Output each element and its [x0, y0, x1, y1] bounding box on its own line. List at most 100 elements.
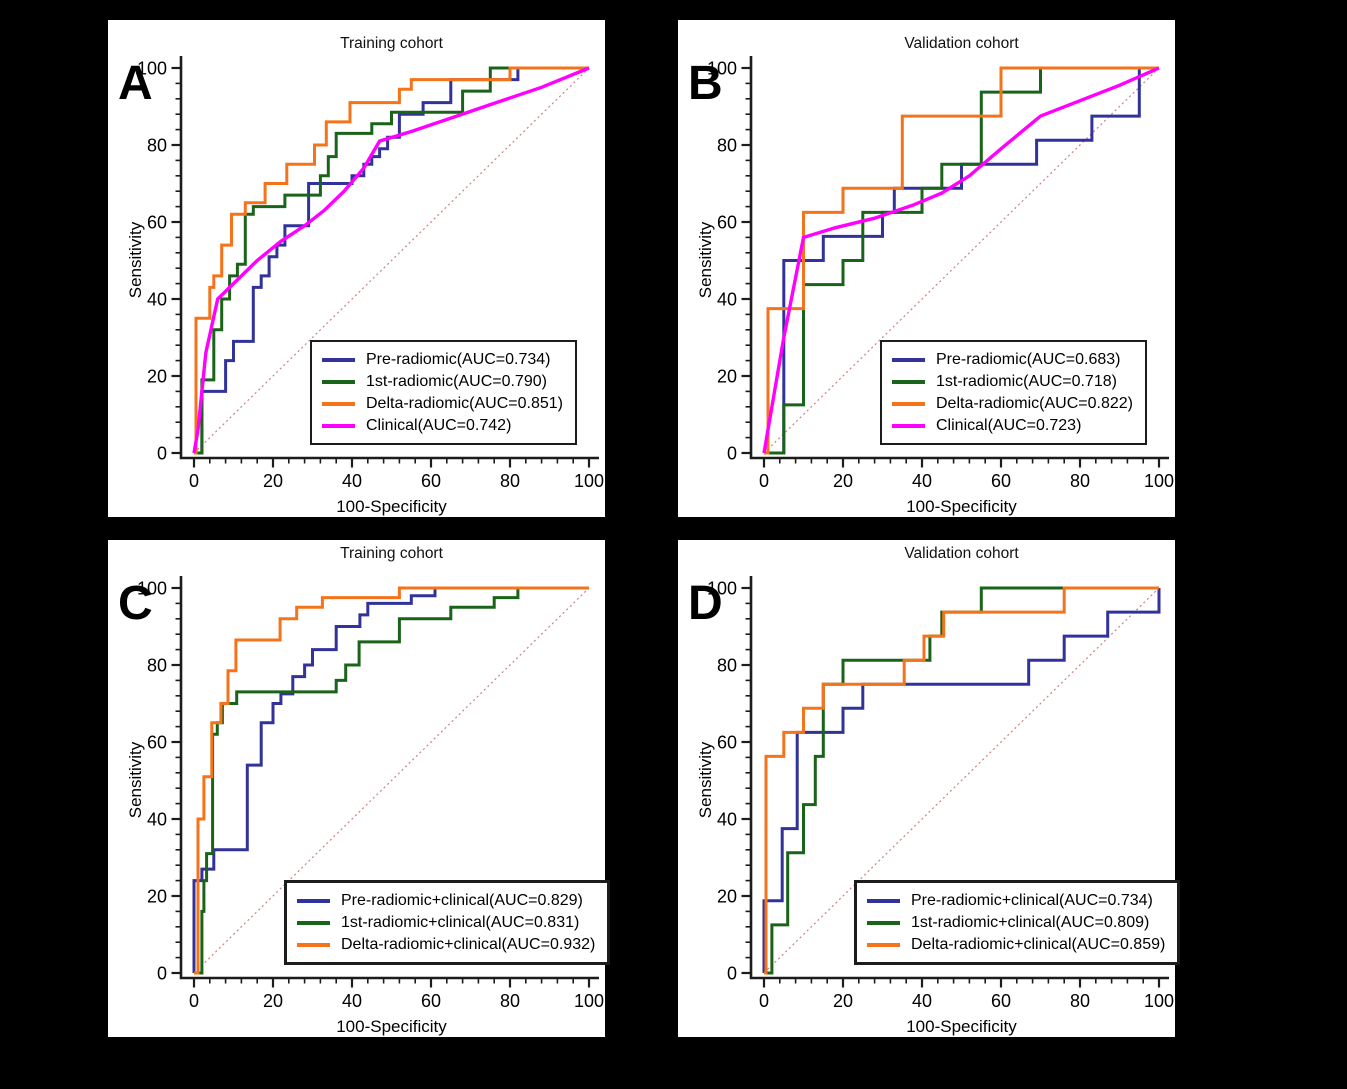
legend-item-label: 1st-radiomic+clinical(AUC=0.809) — [911, 913, 1150, 931]
panel-training-radiomic: A Training cohort Sensitivity 0 0 20 20 40 40… — [108, 20, 605, 517]
y-tick-label: 20 — [717, 887, 737, 907]
y-tick-label: 0 — [157, 444, 167, 464]
axis-lines — [179, 56, 599, 460]
x-tick-label: 80 — [1070, 471, 1090, 491]
roc-plot: 0 0 20 20 40 40 60 60 80 80 100 100 — [707, 576, 1174, 1011]
panel-title: Training cohort — [340, 35, 443, 52]
x-tick-label: 0 — [189, 991, 199, 1011]
panel-title: Validation cohort — [904, 35, 1019, 52]
legend-swatch — [892, 379, 925, 384]
legend-item-label: Pre-radiomic+clinical(AUC=0.829) — [341, 891, 583, 909]
legend-item: 1st-radiomic(AUC=0.790) — [322, 371, 563, 392]
y-tick-label: 40 — [717, 810, 737, 830]
x-tick-label: 60 — [421, 991, 441, 1011]
panel-validation-radiomic: B Validation cohort Sensitivity 0 0 20 20 40… — [678, 20, 1175, 517]
diagonal-reference-line — [763, 587, 1160, 974]
y-tick-label: 60 — [717, 213, 737, 233]
y-tick-label: 0 — [727, 444, 737, 464]
x-tick-label: 60 — [991, 991, 1011, 1011]
legend-item: Pre-radiomic(AUC=0.734) — [322, 349, 563, 370]
legend-swatch — [297, 920, 330, 925]
legend-item: Delta-radiomic+clinical(AUC=0.859) — [867, 934, 1165, 955]
axis-lines — [749, 576, 1169, 980]
legend-item-label: Pre-radiomic(AUC=0.734) — [366, 350, 551, 368]
legend-item: Clinical(AUC=0.742) — [322, 415, 563, 436]
axis-lines — [749, 56, 1169, 460]
legend-item-label: 1st-radiomic(AUC=0.718) — [936, 372, 1117, 390]
x-tick-label: 80 — [500, 471, 520, 491]
roc-curve — [194, 66, 589, 455]
panel-label: D — [688, 577, 723, 630]
y-tick-label: 40 — [717, 290, 737, 310]
y-tick-label: 40 — [147, 290, 167, 310]
x-tick-label: 100 — [1144, 471, 1174, 491]
roc-curve — [194, 586, 589, 975]
y-tick-label: 20 — [147, 367, 167, 387]
legend: Pre-radiomic(AUC=0.734) 1st-radiomic(AUC=… — [310, 340, 577, 445]
legend-item-label: Pre-radiomic+clinical(AUC=0.734) — [911, 891, 1153, 909]
x-tick-label: 100 — [1144, 991, 1174, 1011]
x-axis-title: 100-Specificity — [906, 1017, 1017, 1036]
roc-curve — [764, 586, 1159, 975]
y-tick-label: 60 — [147, 733, 167, 753]
x-axis-title: 100-Specificity — [336, 1017, 447, 1036]
legend: Pre-radiomic(AUC=0.683) 1st-radiomic(AUC=… — [880, 340, 1147, 445]
y-tick-label: 60 — [717, 733, 737, 753]
x-tick-label: 20 — [263, 991, 283, 1011]
x-axis-title: 100-Specificity — [336, 497, 447, 516]
x-tick-label: 80 — [500, 991, 520, 1011]
legend-swatch — [867, 942, 900, 947]
y-tick-label: 80 — [717, 656, 737, 676]
diagonal-reference-line — [763, 67, 1160, 454]
legend-item-label: Delta-radiomic(AUC=0.851) — [366, 394, 563, 412]
diagonal-reference-line — [193, 67, 590, 454]
roc-curve — [762, 66, 1160, 454]
legend-swatch — [297, 898, 330, 903]
legend-item-label: Delta-radiomic+clinical(AUC=0.859) — [911, 935, 1166, 953]
legend-swatch — [892, 401, 925, 406]
legend-swatch — [322, 357, 355, 362]
roc-curve — [762, 588, 1161, 973]
roc-curve — [194, 66, 589, 455]
legend-swatch — [322, 379, 355, 384]
legend-item: 1st-radiomic+clinical(AUC=0.831) — [297, 912, 595, 933]
axis-lines — [179, 576, 599, 980]
panel-label: B — [688, 57, 723, 110]
panel-training-combined: C Training cohort Sensitivity 0 0 20 20 40 40… — [108, 540, 611, 1037]
panel-label: A — [118, 57, 153, 110]
y-tick-label: 100 — [707, 59, 737, 79]
legend-item: 1st-radiomic(AUC=0.718) — [892, 371, 1133, 392]
x-tick-label: 0 — [759, 471, 769, 491]
x-tick-label: 40 — [912, 471, 932, 491]
legend-item: Clinical(AUC=0.723) — [892, 415, 1133, 436]
roc-curve — [194, 586, 589, 975]
panel-title: Training cohort — [340, 545, 443, 562]
y-tick-label: 20 — [147, 887, 167, 907]
y-tick-label: 80 — [147, 136, 167, 156]
legend-item: Pre-radiomic(AUC=0.683) — [892, 349, 1133, 370]
y-tick-label: 100 — [707, 579, 737, 599]
y-tick-label: 0 — [727, 964, 737, 984]
y-tick-label: 100 — [137, 59, 167, 79]
legend-item: Pre-radiomic+clinical(AUC=0.829) — [297, 890, 595, 911]
x-tick-label: 100 — [574, 471, 604, 491]
y-tick-label: 40 — [147, 810, 167, 830]
y-tick-label: 80 — [717, 136, 737, 156]
roc-curve — [192, 66, 590, 454]
x-tick-label: 0 — [189, 471, 199, 491]
y-tick-label: 100 — [137, 579, 167, 599]
x-tick-label: 40 — [342, 471, 362, 491]
legend-item: Pre-radiomic+clinical(AUC=0.734) — [867, 890, 1165, 911]
legend-swatch — [322, 423, 355, 428]
legend-swatch — [297, 942, 330, 947]
x-tick-label: 60 — [991, 471, 1011, 491]
x-tick-label: 40 — [342, 991, 362, 1011]
x-axis-title: 100-Specificity — [906, 497, 1017, 516]
legend-swatch — [892, 357, 925, 362]
x-tick-label: 20 — [263, 471, 283, 491]
legend-item-label: 1st-radiomic(AUC=0.790) — [366, 372, 547, 390]
x-tick-label: 20 — [833, 991, 853, 1011]
legend: Pre-radiomic+clinical(AUC=0.734) 1st-radi… — [854, 880, 1181, 965]
y-tick-label: 80 — [147, 656, 167, 676]
